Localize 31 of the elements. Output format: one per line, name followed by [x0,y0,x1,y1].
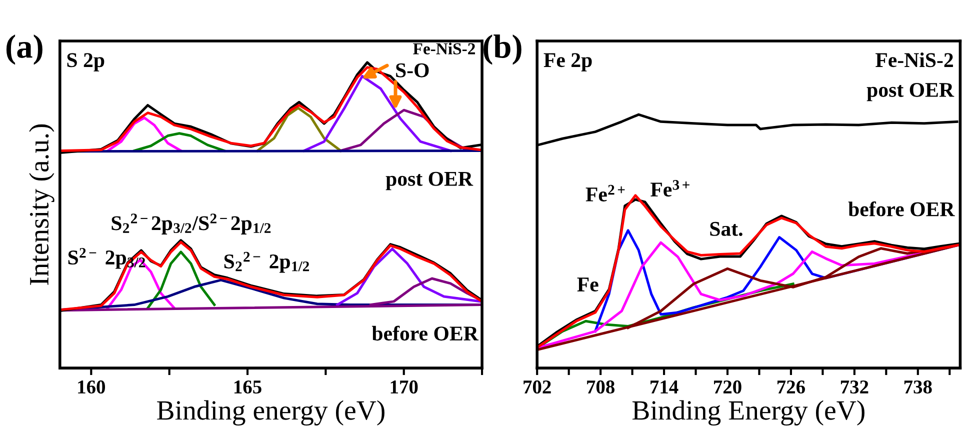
chart-title: (a) [6,34,42,65]
text: Fe-NiS-2 [876,52,953,68]
annotation: S$^{2−}$ 2p$_{3/2}$ [68,248,146,269]
annotation: Sat. [710,222,742,236]
annotation: before OER [372,326,479,341]
annotation: S-O [396,63,429,78]
x-tick-label: 720 [714,380,742,394]
x-tick-label: 732 [840,380,868,394]
x-tick-label: 726 [777,380,805,394]
text: Fe 2p [544,53,592,72]
x-tick-label: 165 [234,380,262,394]
x-tick-label: 714 [650,380,678,394]
x-tick-label: 738 [904,380,932,394]
y-axis-title: Intensity (a.u.) [29,124,54,285]
annotation: Fe [577,278,598,292]
text: S$_{2}$$^{2−}$2p$_{3/2}$/S$^{2−}$2p$_{1/2}$ [112,214,271,234]
x-axis-title: Binding Energy (eV) [632,400,864,426]
text: post OER [866,82,954,102]
x-tick-label: 170 [390,380,418,394]
x-tick-label: 708 [587,380,614,394]
annotation: S 2p [67,53,104,72]
annotation: Fe$^{2+}$ [586,184,625,202]
text: Fe-NiS-2 [413,42,475,54]
x-tick-label: 160 [78,380,106,394]
x-axis-title: Binding energy (eV) [157,400,384,426]
annotation: S$_{2}$$^{2−}$ 2p$_{1/2}$ [224,252,309,273]
annotation: before OER [848,201,955,216]
annotation: Fe$^{3+}$ [650,180,690,197]
annotation: post OER [386,172,474,190]
x-tick-label: 702 [524,380,551,394]
chart-title: (b) [484,34,522,65]
